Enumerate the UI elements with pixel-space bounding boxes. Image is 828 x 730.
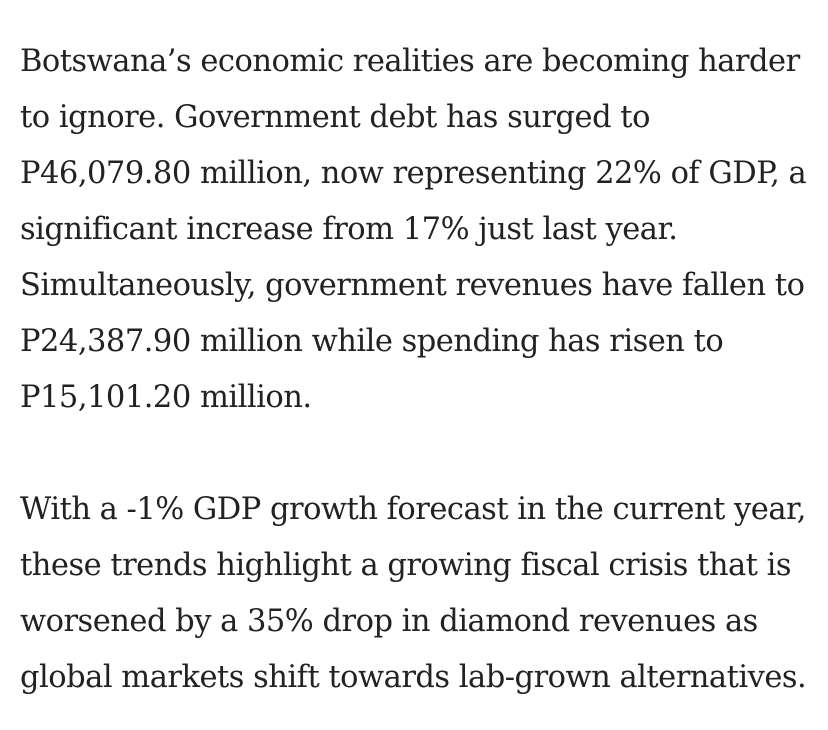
text-line: to ignore. Government debt has surged to bbox=[20, 100, 650, 135]
paragraph-growth-forecast: With a -1% GDP growth forecast in the cu… bbox=[20, 482, 810, 706]
text-line: significant increase from 17% just last … bbox=[20, 212, 678, 247]
text-line: global markets shift towards lab-grown a… bbox=[20, 660, 807, 695]
paragraph-fiscal-figures: Botswana’s economic realities are becomi… bbox=[20, 34, 810, 426]
article-body: Botswana’s economic realities are becomi… bbox=[20, 34, 810, 706]
text-line: Botswana’s economic realities are becomi… bbox=[20, 44, 800, 79]
text-line: Simultaneously, government revenues have… bbox=[20, 268, 805, 303]
text-line: With a -1% GDP growth forecast in the cu… bbox=[20, 492, 806, 527]
text-line: these trends highlight a growing fiscal … bbox=[20, 548, 792, 583]
text-line: worsened by a 35% drop in diamond revenu… bbox=[20, 604, 758, 639]
text-line: P46,079.80 million, now representing 22%… bbox=[20, 156, 807, 191]
text-line: P24,387.90 million while spending has ri… bbox=[20, 324, 724, 359]
text-line: P15,101.20 million. bbox=[20, 380, 312, 415]
